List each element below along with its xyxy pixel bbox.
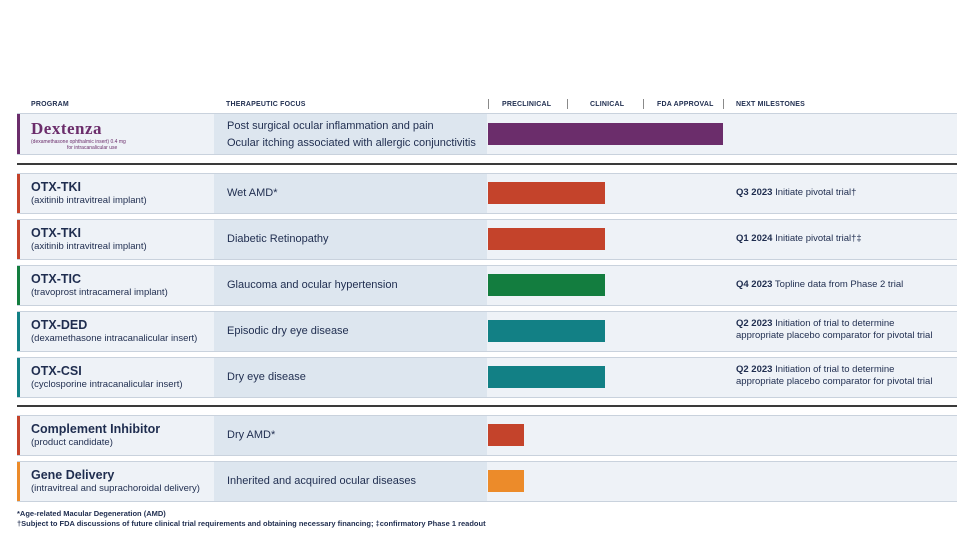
next-milestone: Q3 2023 Initiate pivotal trial† xyxy=(736,187,856,199)
program-name: OTX-CSI xyxy=(31,364,82,378)
milestone-date: Q3 2023 xyxy=(736,187,773,198)
program-name: OTX-TKI xyxy=(31,226,81,240)
program-name: OTX-DED xyxy=(31,318,88,332)
logo-subtitle-2: for intracanalicular use xyxy=(67,145,118,151)
focus-cell xyxy=(214,220,487,259)
logo-word: Dextenza xyxy=(31,119,103,138)
program-row: OTX-CSI (cyclosporine intracanalicular in… xyxy=(17,357,957,398)
header-program: PROGRAM xyxy=(31,101,69,108)
row-accent xyxy=(17,312,20,351)
logo-subtitle: (dexamethasone ophthalmic insert) 0.4 mg xyxy=(31,139,126,145)
therapeutic-focus: Ocular itching associated with allergic … xyxy=(227,137,476,149)
milestone-text: Initiation of trial to determine xyxy=(772,364,895,375)
milestone-text: Topline data from Phase 2 trial xyxy=(772,279,904,290)
milestone-date: Q2 2023 xyxy=(736,364,773,375)
program-row: OTX-TIC (travoprost intracameral implant)… xyxy=(17,265,957,306)
section-divider xyxy=(17,405,957,407)
row-accent xyxy=(17,174,20,213)
program-subtitle: (intravitreal and suprachoroidal deliver… xyxy=(31,483,200,494)
program-name: Complement Inhibitor xyxy=(31,422,161,436)
therapeutic-focus: Episodic dry eye disease xyxy=(227,325,349,337)
focus-cell xyxy=(214,416,487,455)
stage-bar xyxy=(488,182,605,204)
header-separator xyxy=(567,99,568,109)
milestone-date: Q4 2023 xyxy=(736,279,773,290)
program-subtitle: (cyclosporine intracanalicular insert) xyxy=(31,379,183,390)
row-accent xyxy=(17,462,20,501)
milestone-text-line2: appropriate placebo comparator for pivot… xyxy=(736,376,933,387)
milestone-date: Q1 2024 xyxy=(736,233,773,244)
therapeutic-focus: Dry AMD* xyxy=(227,429,276,441)
milestone-date: Q2 2023 xyxy=(736,318,773,329)
next-milestone: Q1 2024 Initiate pivotal trial†‡ xyxy=(736,233,862,245)
program-subtitle: (dexamethasone intracanalicular insert) xyxy=(31,333,198,344)
header-separator xyxy=(643,99,644,109)
header-preclinical: PRECLINICAL xyxy=(502,101,552,108)
header-separator xyxy=(723,99,724,109)
therapeutic-focus: Post surgical ocular inflammation and pa… xyxy=(227,120,434,132)
program-name: OTX-TKI xyxy=(31,180,81,194)
row-accent xyxy=(17,416,20,455)
header-next-milestones: NEXT MILESTONES xyxy=(736,101,805,108)
program-row-dextenza: Dextenza (dexamethasone ophthalmic inser… xyxy=(17,113,957,155)
program-name: Gene Delivery xyxy=(31,468,115,482)
row-accent xyxy=(17,220,20,259)
program-row: OTX-DED (dexamethasone intracanalicular i… xyxy=(17,311,957,352)
header-therapeutic-focus: THERAPEUTIC FOCUS xyxy=(226,101,306,108)
focus-cell xyxy=(214,358,487,397)
focus-cell xyxy=(214,114,487,154)
milestone-text: Initiation of trial to determine xyxy=(772,318,895,329)
row-accent xyxy=(17,266,20,305)
focus-cell xyxy=(214,174,487,213)
milestone-text-line2: appropriate placebo comparator for pivot… xyxy=(736,330,933,341)
program-name: OTX-TIC xyxy=(31,272,81,286)
program-row: OTX-TKI (axitinib intravitreal implant) Di… xyxy=(17,219,957,260)
therapeutic-focus: Dry eye disease xyxy=(227,371,306,383)
stage-bar xyxy=(488,123,723,145)
section-divider xyxy=(17,163,957,165)
next-milestone: Q2 2023 Initiation of trial to determine… xyxy=(736,364,932,388)
program-subtitle: (axitinib intravitreal implant) xyxy=(31,195,147,206)
header-clinical: CLINICAL xyxy=(590,101,625,108)
early-program-row: Gene Delivery (intravitreal and suprachor… xyxy=(17,461,957,502)
therapeutic-focus: Inherited and acquired ocular diseases xyxy=(227,475,416,487)
footnote-fda: †Subject to FDA discussions of future cl… xyxy=(17,519,486,528)
program-subtitle: (product candidate) xyxy=(31,437,113,448)
program-subtitle: (axitinib intravitreal implant) xyxy=(31,241,147,252)
program-row: OTX-TKI (axitinib intravitreal implant) We… xyxy=(17,173,957,214)
header-fda-approval: FDA APPROVAL xyxy=(657,101,714,108)
early-program-row: Complement Inhibitor (product candidate) D… xyxy=(17,415,957,456)
stage-bar xyxy=(488,228,605,250)
dextenza-logo: Dextenza (dexamethasone ophthalmic inser… xyxy=(31,119,126,151)
program-subtitle: (travoprost intracameral implant) xyxy=(31,287,168,298)
milestone-text: Initiate pivotal trial† xyxy=(772,187,857,198)
focus-cell xyxy=(214,266,487,305)
stage-bar xyxy=(488,274,605,296)
focus-cell xyxy=(214,462,487,501)
header-separator xyxy=(488,99,489,109)
focus-cell xyxy=(214,312,487,351)
stage-bar xyxy=(488,424,524,446)
stage-bar xyxy=(488,366,605,388)
stage-bar xyxy=(488,470,524,492)
footnote-amd: *Age-related Macular Degeneration (AMD) xyxy=(17,509,166,518)
milestone-text: Initiate pivotal trial†‡ xyxy=(772,233,862,244)
row-accent xyxy=(17,358,20,397)
therapeutic-focus: Glaucoma and ocular hypertension xyxy=(227,279,398,291)
row-accent xyxy=(17,114,20,154)
therapeutic-focus: Wet AMD* xyxy=(227,187,278,199)
therapeutic-focus: Diabetic Retinopathy xyxy=(227,233,329,245)
stage-bar xyxy=(488,320,605,342)
next-milestone: Q4 2023 Topline data from Phase 2 trial xyxy=(736,279,903,291)
next-milestone: Q2 2023 Initiation of trial to determine… xyxy=(736,318,932,342)
